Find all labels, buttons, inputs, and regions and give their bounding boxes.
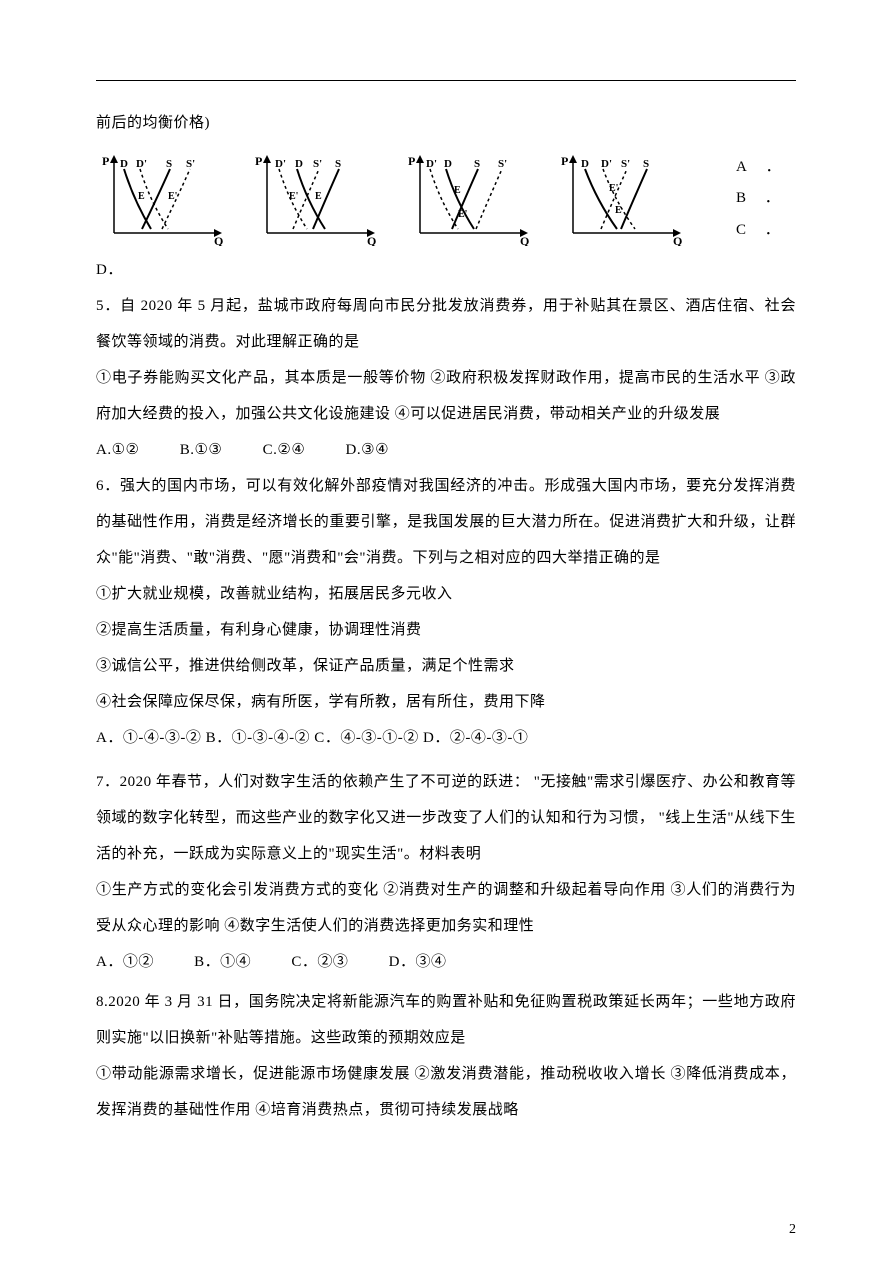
chart-c: P Q D' D S S' E E' xyxy=(402,151,537,246)
chart-row: P Q D D' S S' E E' xyxy=(96,151,796,246)
svg-text:E': E' xyxy=(458,209,468,220)
q5-opt-c: C.②④ xyxy=(263,432,306,468)
svg-text:S: S xyxy=(643,158,649,170)
svg-text:P: P xyxy=(102,154,109,168)
q8-nums: ①带动能源需求增长，促进能源市场健康发展 ②激发消费潜能，推动税收收入增长 ③降… xyxy=(96,1056,796,1128)
q5-nums: ①电子券能购买文化产品，其本质是一般等价物 ②政府积极发挥财政作用，提高市民的生… xyxy=(96,360,796,432)
q5-stem: 5．自 2020 年 5 月起，盐城市政府每周向市民分批发放消费券，用于补贴其在… xyxy=(96,288,796,360)
svg-text:E: E xyxy=(454,185,461,196)
letter-a: A xyxy=(736,159,747,175)
svg-text:Q: Q xyxy=(367,234,376,246)
svg-text:D': D' xyxy=(426,158,437,170)
q7-opt-b: B．①④ xyxy=(194,944,251,980)
svg-text:S': S' xyxy=(498,158,507,170)
side-letters: A ． B ． C ． xyxy=(736,151,781,246)
q6-n1: ①扩大就业规模，改善就业结构，拓展居民多元收入 xyxy=(96,576,796,612)
q5-opt-b: B.①③ xyxy=(180,432,223,468)
svg-text:S': S' xyxy=(313,158,322,170)
q5-opts: A.①② B.①③ C.②④ D.③④ xyxy=(96,432,796,468)
q5-opt-a: A.①② xyxy=(96,432,139,468)
q7-opt-d: D．③④ xyxy=(389,944,447,980)
letter-d: D． xyxy=(96,252,796,288)
intro-line: 前后的均衡价格) xyxy=(96,105,796,141)
svg-text:D: D xyxy=(581,158,589,170)
svg-text:D': D' xyxy=(275,158,286,170)
q8-stem: 8.2020 年 3 月 31 日，国务院决定将新能源汽车的购置补贴和免征购置税… xyxy=(96,984,796,1056)
q5-opt-d: D.③④ xyxy=(346,432,389,468)
chart-a: P Q D D' S S' E E' xyxy=(96,151,231,246)
q6-opts: A．①-④-③-② B．①-③-④-② C．④-③-①-② D．②-④-③-① xyxy=(96,720,796,756)
svg-text:D: D xyxy=(295,158,303,170)
svg-text:E': E' xyxy=(289,191,299,202)
q7-nums: ①生产方式的变化会引发消费方式的变化 ②消费对生产的调整和升级起着导向作用 ③人… xyxy=(96,872,796,944)
page-number: 2 xyxy=(789,1222,796,1238)
svg-text:Q: Q xyxy=(673,234,682,246)
svg-text:P: P xyxy=(408,154,415,168)
letter-c: C xyxy=(736,222,746,238)
q7-stem: 7．2020 年春节，人们对数字生活的依赖产生了不可逆的跃进： "无接触"需求引… xyxy=(96,764,796,872)
svg-text:E: E xyxy=(315,191,322,202)
svg-text:E': E' xyxy=(609,183,619,194)
svg-text:D: D xyxy=(444,158,452,170)
q6-stem: 6．强大的国内市场，可以有效化解外部疫情对我国经济的冲击。形成强大国内市场，要充… xyxy=(96,468,796,576)
svg-text:S: S xyxy=(166,158,172,170)
q7-opts: A．①② B．①④ C．②③ D．③④ xyxy=(96,944,796,980)
svg-text:E: E xyxy=(138,191,145,202)
letter-b: B xyxy=(736,190,746,206)
svg-text:S': S' xyxy=(621,158,630,170)
q6-n4: ④社会保障应保尽保，病有所医，学有所教，居有所住，费用下降 xyxy=(96,684,796,720)
q7-opt-a: A．①② xyxy=(96,944,154,980)
svg-text:P: P xyxy=(561,154,568,168)
q6-n2: ②提高生活质量，有利身心健康，协调理性消费 xyxy=(96,612,796,648)
chart-d: P Q D D' S' S E' E xyxy=(555,151,690,246)
top-rule xyxy=(96,80,796,81)
svg-text:Q: Q xyxy=(214,234,223,246)
svg-text:D': D' xyxy=(601,158,612,170)
svg-text:P: P xyxy=(255,154,262,168)
svg-text:S: S xyxy=(335,158,341,170)
svg-text:D': D' xyxy=(136,158,147,170)
svg-text:D: D xyxy=(120,158,128,170)
svg-text:S': S' xyxy=(186,158,195,170)
q6-n3: ③诚信公平，推进供给侧改革，保证产品质量，满足个性需求 xyxy=(96,648,796,684)
svg-text:E': E' xyxy=(168,191,178,202)
q7-opt-c: C．②③ xyxy=(291,944,348,980)
chart-b: P Q D' D S' S E' E xyxy=(249,151,384,246)
svg-text:S: S xyxy=(474,158,480,170)
svg-text:E: E xyxy=(615,205,622,216)
svg-text:Q: Q xyxy=(520,234,529,246)
